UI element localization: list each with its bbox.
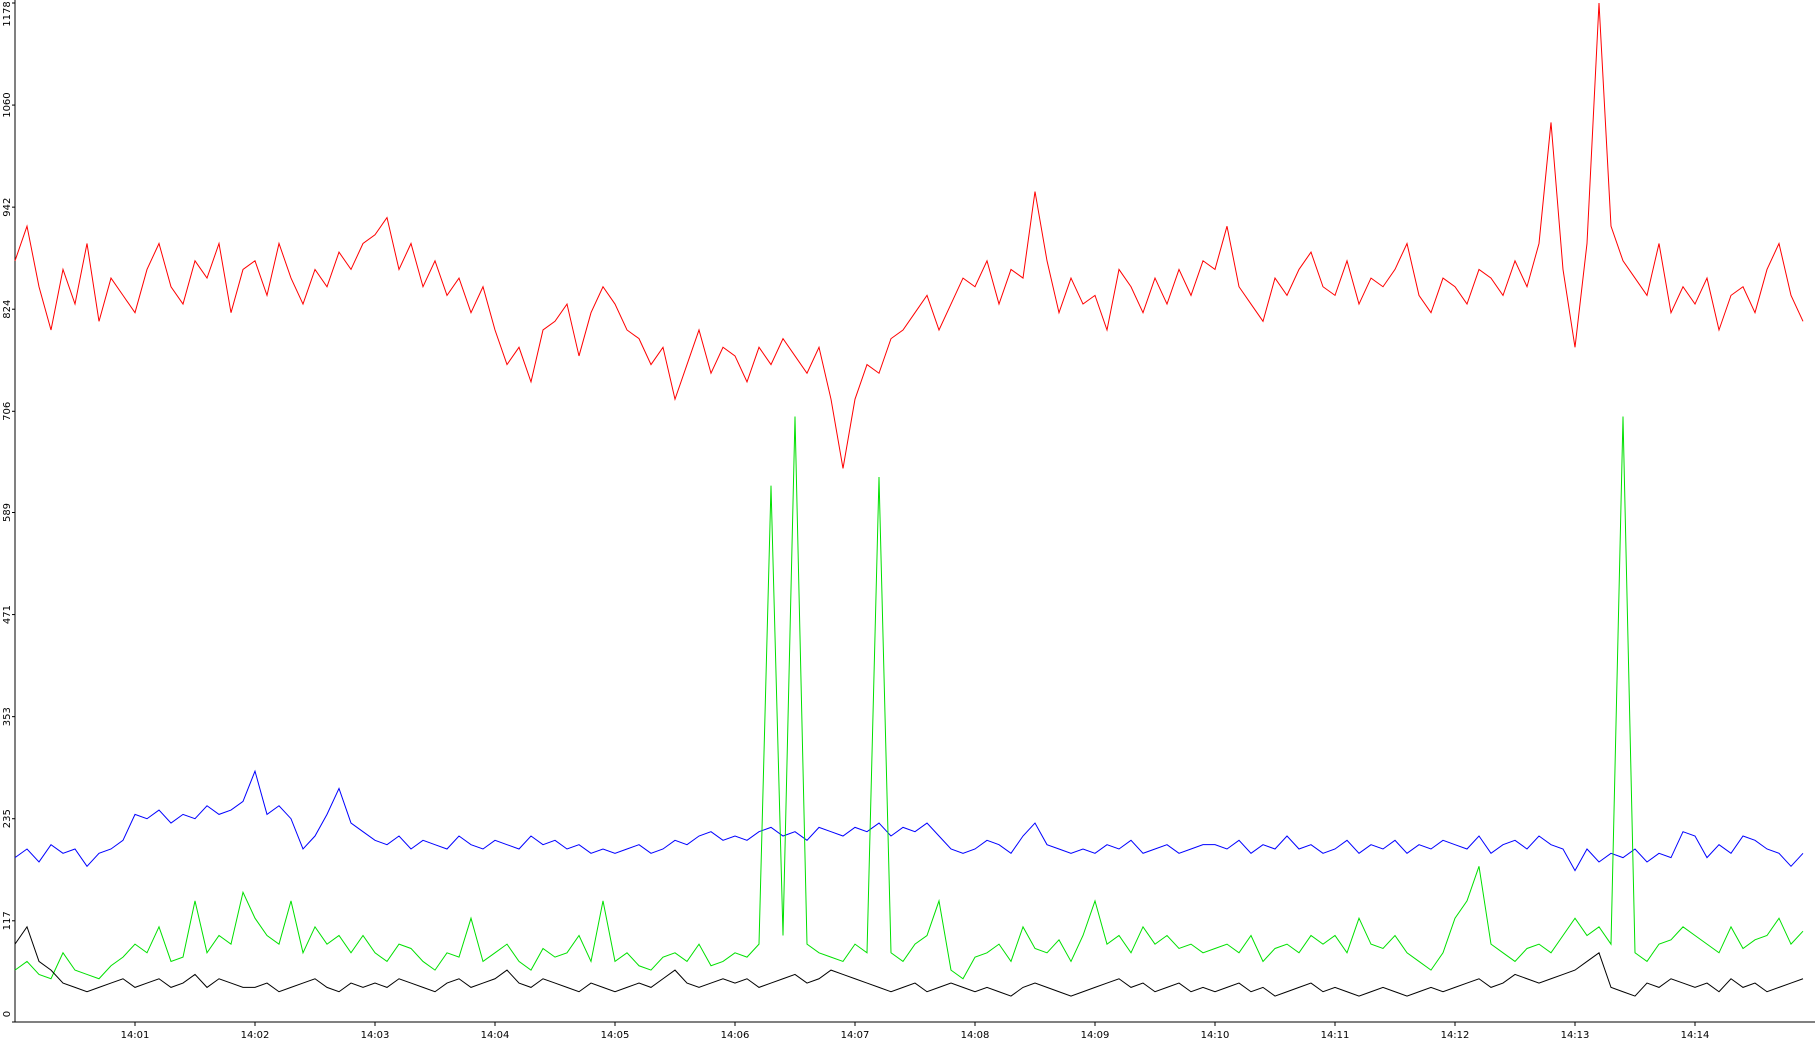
y-tick-label: 1178 [2,1,13,26]
y-tick-label: 706 [2,402,13,421]
series-line [14,769,1804,872]
x-tick-label: 14:02 [241,1030,270,1039]
x-tick-label: 14:10 [1201,1030,1230,1039]
x-tick-label: 14:05 [601,1030,630,1039]
x-tick-label: 14:03 [361,1030,390,1039]
series-line [14,2,1804,469]
x-tick-label: 14:13 [1561,1030,1590,1039]
x-tick-label: 14:04 [481,1030,510,1039]
y-tick-label: 353 [2,707,13,726]
y-tick-label: 942 [2,198,13,217]
y-tick-label: 117 [2,911,13,930]
x-tick-label: 14:01 [121,1030,150,1039]
y-tick-label: 589 [2,503,13,522]
x-tick-label: 14:08 [961,1030,990,1039]
y-tick-label: 824 [2,300,13,319]
x-tick-label: 14:12 [1441,1030,1470,1039]
y-tick-label: 0 [2,1011,13,1017]
y-tick-label: 1060 [2,92,13,117]
x-tick-label: 14:06 [721,1030,750,1039]
y-tick-label: 471 [2,605,13,624]
series-line [14,925,1804,997]
x-tick-label: 14:14 [1681,1030,1710,1039]
y-tick-label: 235 [2,809,13,828]
x-tick-label: 14:07 [841,1030,870,1039]
series-line [14,416,1804,980]
x-tick-label: 14:09 [1081,1030,1110,1039]
x-tick-label: 14:11 [1321,1030,1350,1039]
